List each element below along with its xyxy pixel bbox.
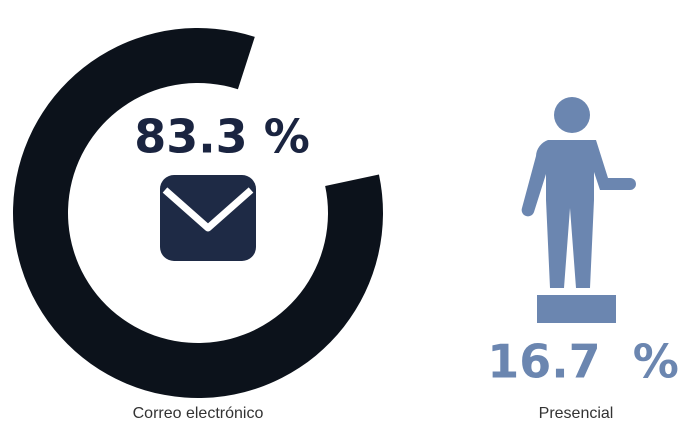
category-label: Presencial <box>539 405 614 422</box>
donut-segment <box>13 27 384 399</box>
person-icon <box>521 97 636 323</box>
value-label: 83.3 % <box>134 110 310 164</box>
pedestal <box>537 295 616 323</box>
value-label: 16.7 % <box>487 335 679 389</box>
email-icon <box>160 175 256 261</box>
person-head <box>554 97 590 133</box>
envelope <box>160 175 256 261</box>
donut <box>13 27 384 399</box>
person-body <box>521 140 636 288</box>
envelope-flap <box>162 187 254 232</box>
category-label: Correo electrónico <box>133 405 264 422</box>
